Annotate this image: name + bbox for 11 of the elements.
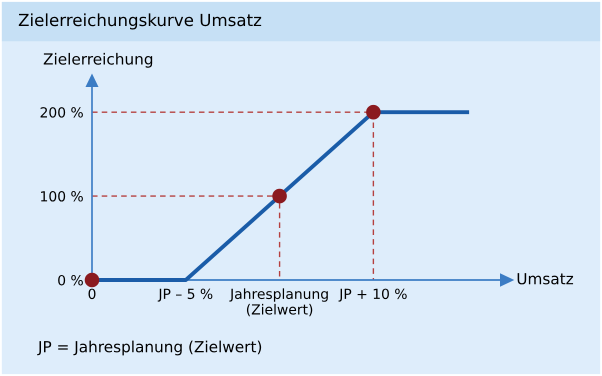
y-tick-label: 200 %: [40, 107, 83, 118]
x-tick-label: 0: [88, 288, 96, 300]
y-tick-label: 100 %: [41, 191, 83, 202]
y-tick-label: 0 %: [58, 274, 83, 286]
x-tick-label: Jahresplanung (Zielwert): [229, 288, 328, 316]
x-tick-label: JP + 10 %: [338, 288, 407, 302]
text: JP = Jahresplanung (Zielwert): [37, 340, 262, 356]
y-axis-title: Zielerreichung: [44, 52, 152, 68]
chart-title: Zielerreichungskurve Umsatz: [18, 13, 262, 30]
x-tick-label: JP – 5 %: [158, 288, 212, 302]
x-axis-title: Umsatz: [518, 273, 574, 284]
